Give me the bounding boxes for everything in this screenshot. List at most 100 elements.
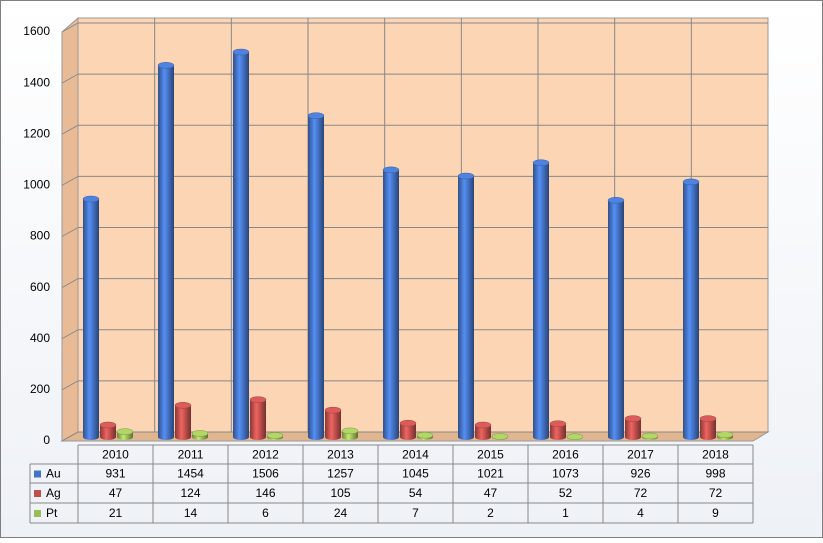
table-value: 124 — [180, 486, 200, 500]
bar — [700, 418, 716, 440]
x-tick-label: 2017 — [627, 448, 654, 462]
bar-top — [399, 419, 417, 427]
bar-top — [341, 427, 359, 435]
table-value: 1045 — [402, 467, 429, 481]
bar-top — [682, 178, 700, 186]
bar-top — [307, 112, 325, 119]
bar-top — [624, 415, 642, 422]
bar — [233, 52, 249, 441]
bar — [475, 424, 491, 440]
table-value: 72 — [709, 486, 723, 500]
legend-label: Ag — [46, 486, 61, 500]
bar — [175, 405, 191, 440]
bar — [250, 399, 266, 440]
table-value: 54 — [409, 486, 423, 500]
x-tick-label: 2010 — [102, 448, 129, 462]
bar — [325, 410, 341, 440]
table-value: 1021 — [477, 467, 504, 481]
y-tick-label: 1200 — [23, 126, 50, 140]
table-value: 1506 — [252, 467, 279, 481]
bar-top — [382, 166, 400, 174]
bar-top — [641, 432, 659, 440]
bar — [608, 200, 624, 440]
bar-top — [474, 421, 492, 429]
x-tick-label: 2018 — [702, 448, 729, 462]
table-value: 998 — [705, 467, 725, 481]
legend-label: Au — [46, 467, 61, 481]
bar-top — [416, 431, 434, 439]
x-tick-label: 2016 — [552, 448, 579, 462]
bar-top — [532, 159, 550, 166]
table-value: 47 — [109, 486, 123, 500]
bar-top — [457, 172, 475, 180]
bar-top — [699, 415, 717, 422]
table-value: 931 — [105, 467, 125, 481]
bar — [267, 435, 283, 440]
bar-top — [232, 48, 250, 56]
bar — [458, 176, 474, 440]
table-value: 72 — [634, 486, 648, 500]
back-wall — [77, 17, 769, 433]
table-value: 14 — [184, 506, 198, 520]
table-value: 1454 — [177, 467, 204, 481]
bar — [717, 434, 733, 440]
table-value: 9 — [712, 506, 719, 520]
grid-line-side — [61, 73, 79, 84]
bar — [100, 424, 116, 440]
bar-top — [174, 402, 192, 409]
table-value: 2 — [487, 506, 494, 520]
bar — [308, 115, 324, 440]
bar — [117, 431, 133, 440]
table-value: 6 — [262, 506, 269, 520]
y-tick-label: 1600 — [23, 24, 50, 38]
table-value: 21 — [109, 506, 123, 520]
bar-top — [99, 421, 117, 429]
bar-top — [249, 396, 267, 403]
y-tick-label: 200 — [30, 382, 50, 396]
table-value: 1257 — [327, 467, 354, 481]
bar — [625, 418, 641, 440]
bar — [192, 433, 208, 440]
bar-top — [491, 433, 509, 440]
bar-top — [607, 197, 625, 204]
bar — [642, 435, 658, 440]
table-value: 24 — [334, 506, 348, 520]
table-value: 47 — [484, 486, 498, 500]
bar — [417, 435, 433, 440]
table-value: 1 — [562, 506, 569, 520]
grid-line-side — [61, 227, 79, 237]
grid-line-side — [61, 278, 79, 289]
bar — [383, 169, 399, 440]
x-tick-label: 2015 — [477, 448, 504, 462]
bar — [342, 430, 358, 440]
bar — [83, 199, 99, 440]
legend-key — [34, 470, 41, 478]
bar-top — [157, 62, 175, 69]
bar — [533, 162, 549, 441]
table-value: 105 — [330, 486, 350, 500]
legend-label: Pt — [46, 506, 58, 520]
y-tick-label: 800 — [30, 229, 50, 243]
bar-top — [566, 433, 584, 440]
grid-line-side — [61, 329, 79, 340]
grid-line-side — [61, 124, 79, 135]
x-tick-label: 2014 — [402, 448, 429, 462]
bar-top — [82, 195, 100, 203]
bar — [550, 423, 566, 440]
y-tick-label: 400 — [30, 331, 50, 345]
grid-line-side — [61, 175, 79, 186]
y-tick-label: 600 — [30, 280, 50, 294]
x-tick-label: 2011 — [178, 448, 204, 462]
x-tick-label: 2013 — [327, 448, 354, 462]
bar — [683, 181, 699, 441]
bar-top — [266, 432, 284, 439]
table-value: 146 — [255, 486, 275, 500]
legend-key — [34, 490, 41, 497]
bar-top — [549, 420, 567, 427]
bar-top — [324, 406, 342, 414]
bar — [400, 423, 416, 440]
grid-line-side — [61, 380, 79, 391]
table-value: 1073 — [552, 467, 579, 481]
legend-key — [34, 510, 41, 517]
